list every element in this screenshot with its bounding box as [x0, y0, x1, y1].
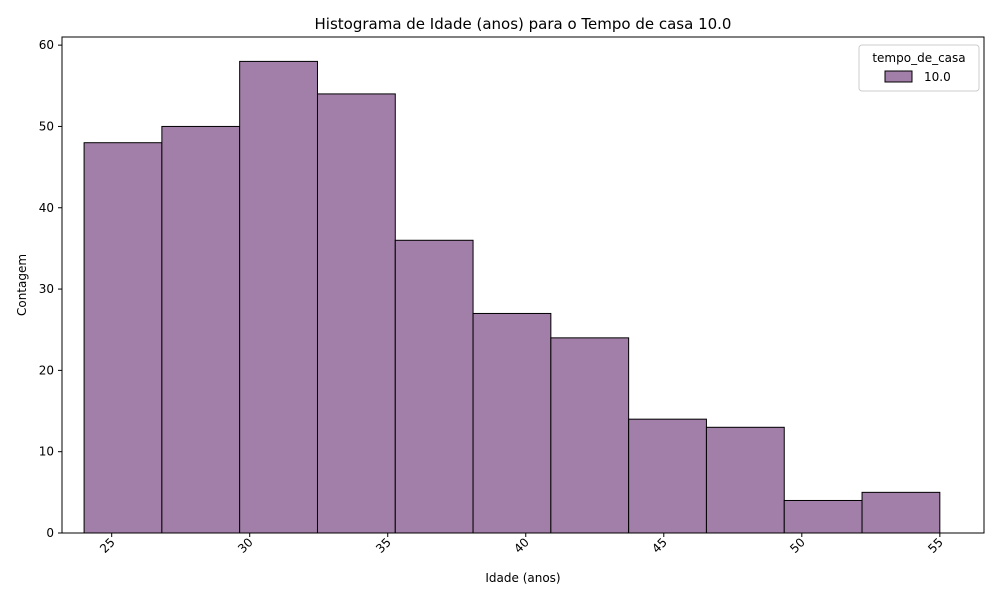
y-ticks: 0 10 20 30 40 50 60 [39, 38, 62, 540]
y-tick-label: 20 [39, 363, 54, 377]
histogram-bar [83, 142, 163, 534]
y-axis-label: Contagem [15, 254, 29, 316]
x-tick-label: 45 [649, 535, 670, 556]
legend: tempo_de_casa 10.0 [858, 44, 980, 92]
y-tick-label: 40 [39, 201, 54, 215]
x-tick-label: 40 [511, 535, 532, 556]
x-tick-label: 55 [925, 535, 946, 556]
histogram-bar [472, 312, 552, 534]
chart-title: Histograma de Idade (anos) para o Tempo … [315, 15, 732, 33]
x-tick-label: 35 [373, 535, 394, 556]
y-tick-label: 10 [39, 445, 54, 459]
histogram-bar [861, 491, 941, 534]
bars-group [83, 60, 941, 534]
legend-title: tempo_de_casa [872, 51, 965, 65]
y-tick-label: 30 [39, 282, 54, 296]
histogram-bar [783, 499, 863, 534]
histogram-bar [705, 426, 785, 534]
legend-swatch [884, 70, 913, 83]
histogram-bar [550, 337, 630, 534]
histogram-bar [239, 60, 318, 534]
histogram-bar [161, 125, 241, 534]
legend-entry-label: 10.0 [924, 70, 951, 84]
histogram-bar [394, 239, 474, 534]
x-tick-label: 30 [235, 535, 256, 556]
y-tick-label: 60 [39, 38, 54, 52]
x-ticks: 25 30 35 40 45 50 55 [97, 533, 946, 556]
y-tick-label: 50 [39, 119, 54, 133]
histogram-bar [628, 418, 707, 534]
x-axis-label: Idade (anos) [485, 571, 560, 585]
x-tick-label: 25 [97, 535, 118, 556]
y-tick-label: 0 [46, 526, 54, 540]
plot-frame [61, 36, 985, 534]
histogram-bar [316, 93, 396, 534]
x-tick-label: 50 [787, 535, 808, 556]
